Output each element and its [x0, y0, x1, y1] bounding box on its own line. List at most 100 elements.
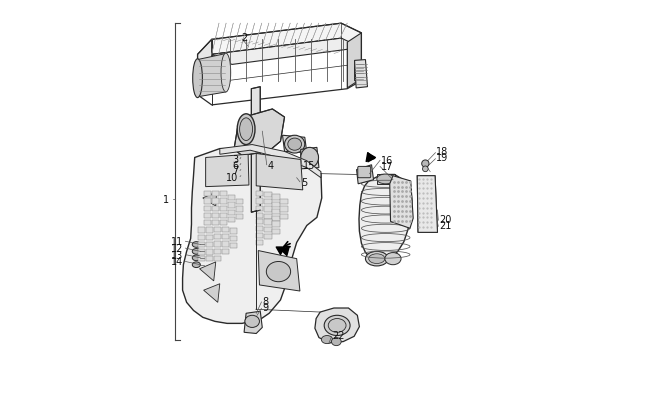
Polygon shape — [354, 62, 363, 83]
Polygon shape — [244, 311, 263, 334]
Polygon shape — [315, 308, 359, 343]
Ellipse shape — [332, 338, 341, 346]
Bar — [272, 209, 280, 215]
Point — [364, 154, 374, 160]
Bar — [265, 227, 272, 232]
Text: 19: 19 — [436, 153, 448, 163]
Ellipse shape — [377, 175, 395, 184]
Bar — [212, 206, 219, 211]
Polygon shape — [203, 192, 216, 207]
Ellipse shape — [192, 249, 200, 255]
Ellipse shape — [192, 60, 202, 98]
Bar — [236, 214, 243, 220]
Text: 11: 11 — [171, 237, 183, 247]
Text: 12: 12 — [171, 243, 183, 254]
Bar — [265, 214, 272, 220]
Polygon shape — [256, 154, 303, 190]
Polygon shape — [283, 136, 307, 153]
Text: 18: 18 — [436, 147, 448, 157]
Bar — [203, 213, 211, 219]
Ellipse shape — [321, 336, 333, 344]
Ellipse shape — [237, 162, 244, 167]
Ellipse shape — [237, 115, 255, 145]
Polygon shape — [200, 262, 216, 281]
Text: 15: 15 — [303, 160, 315, 171]
Bar — [228, 196, 235, 201]
Bar — [203, 206, 211, 211]
Ellipse shape — [285, 136, 305, 153]
Bar — [265, 220, 272, 225]
Polygon shape — [359, 175, 412, 262]
Text: 9: 9 — [263, 303, 268, 312]
Ellipse shape — [221, 54, 231, 93]
Text: 2: 2 — [241, 33, 247, 43]
Text: 17: 17 — [381, 161, 393, 171]
Bar — [214, 242, 221, 247]
Bar — [256, 226, 263, 232]
Bar — [272, 229, 280, 234]
Text: 10: 10 — [226, 172, 239, 182]
Bar — [256, 192, 263, 197]
Text: 13: 13 — [171, 250, 183, 260]
Bar — [236, 200, 243, 205]
Bar — [222, 234, 229, 240]
Polygon shape — [220, 145, 321, 178]
Bar — [212, 213, 219, 219]
Text: 3: 3 — [232, 154, 239, 164]
Bar — [198, 243, 205, 248]
Bar — [212, 199, 219, 204]
Bar — [256, 240, 263, 245]
Ellipse shape — [385, 253, 401, 265]
Bar — [281, 214, 288, 220]
Polygon shape — [258, 251, 300, 291]
Bar — [220, 213, 227, 219]
Ellipse shape — [192, 242, 200, 248]
Ellipse shape — [301, 148, 318, 168]
Bar — [220, 192, 227, 197]
Bar — [203, 199, 211, 204]
Ellipse shape — [365, 252, 388, 266]
Ellipse shape — [192, 256, 200, 261]
Bar — [265, 207, 272, 212]
FancyBboxPatch shape — [358, 167, 370, 178]
Bar — [230, 243, 237, 249]
Bar — [214, 234, 221, 240]
Bar — [205, 250, 213, 255]
Point — [280, 247, 290, 254]
Bar — [205, 228, 213, 233]
Bar — [265, 234, 272, 240]
Polygon shape — [417, 176, 437, 233]
Bar — [230, 229, 237, 234]
Bar — [281, 200, 288, 205]
Text: 16: 16 — [381, 155, 393, 165]
Ellipse shape — [237, 168, 245, 174]
Bar — [256, 206, 263, 211]
Ellipse shape — [422, 166, 428, 172]
Bar — [256, 213, 263, 219]
Bar — [198, 256, 205, 262]
Ellipse shape — [240, 119, 253, 141]
Text: 4: 4 — [268, 160, 274, 171]
Polygon shape — [205, 155, 249, 187]
Bar — [272, 195, 280, 200]
Ellipse shape — [324, 315, 350, 336]
Text: 14: 14 — [171, 257, 183, 267]
Text: 6: 6 — [232, 160, 239, 171]
Text: 5: 5 — [301, 177, 307, 187]
Ellipse shape — [328, 319, 346, 333]
Text: 20: 20 — [439, 215, 452, 224]
Bar — [265, 192, 272, 198]
Polygon shape — [390, 176, 413, 229]
Text: 1: 1 — [163, 194, 169, 204]
Polygon shape — [212, 39, 361, 65]
Polygon shape — [203, 284, 220, 303]
Polygon shape — [354, 60, 367, 89]
Ellipse shape — [266, 262, 291, 282]
Bar — [228, 217, 235, 223]
Polygon shape — [198, 40, 212, 98]
Bar — [222, 249, 229, 254]
Bar — [236, 207, 243, 212]
Bar — [256, 234, 263, 239]
Bar — [230, 236, 237, 241]
Polygon shape — [234, 110, 285, 156]
